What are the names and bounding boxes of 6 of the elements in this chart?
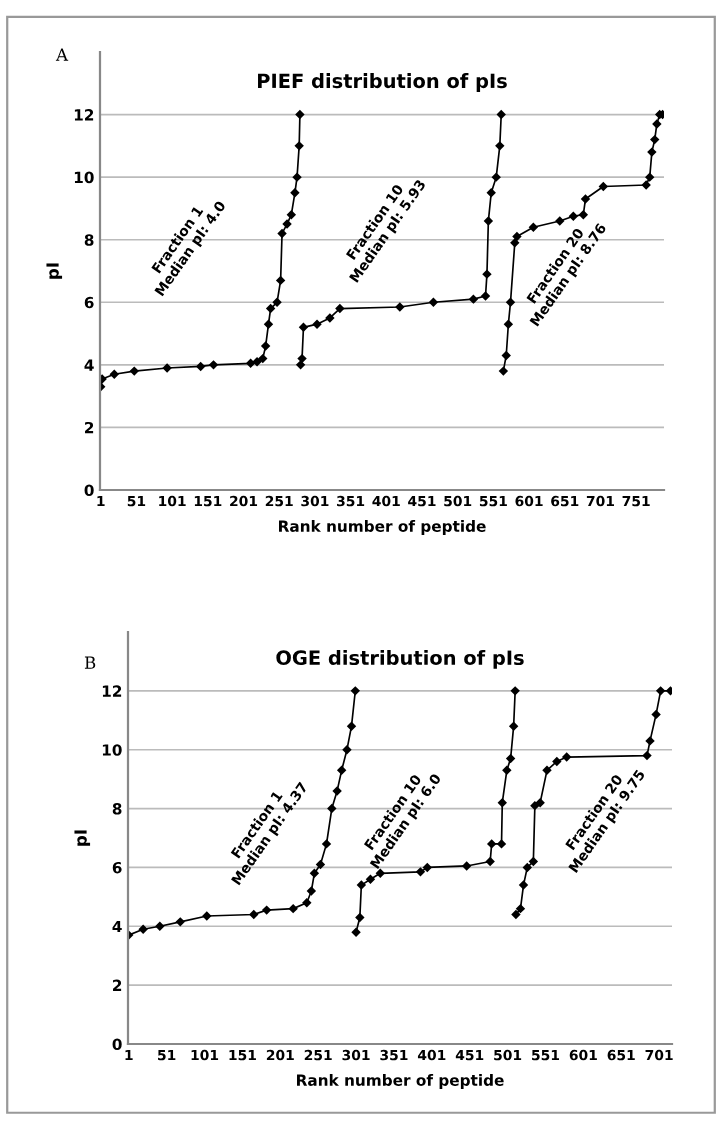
y-axis-title: pI: [74, 830, 91, 846]
y-axis-title: pI: [46, 263, 63, 279]
text: PIEF distribution of pIs: [258, 73, 507, 92]
text: OGE distribution of pIs: [276, 650, 524, 669]
text: A: [55, 48, 69, 61]
text: B: [84, 656, 96, 669]
